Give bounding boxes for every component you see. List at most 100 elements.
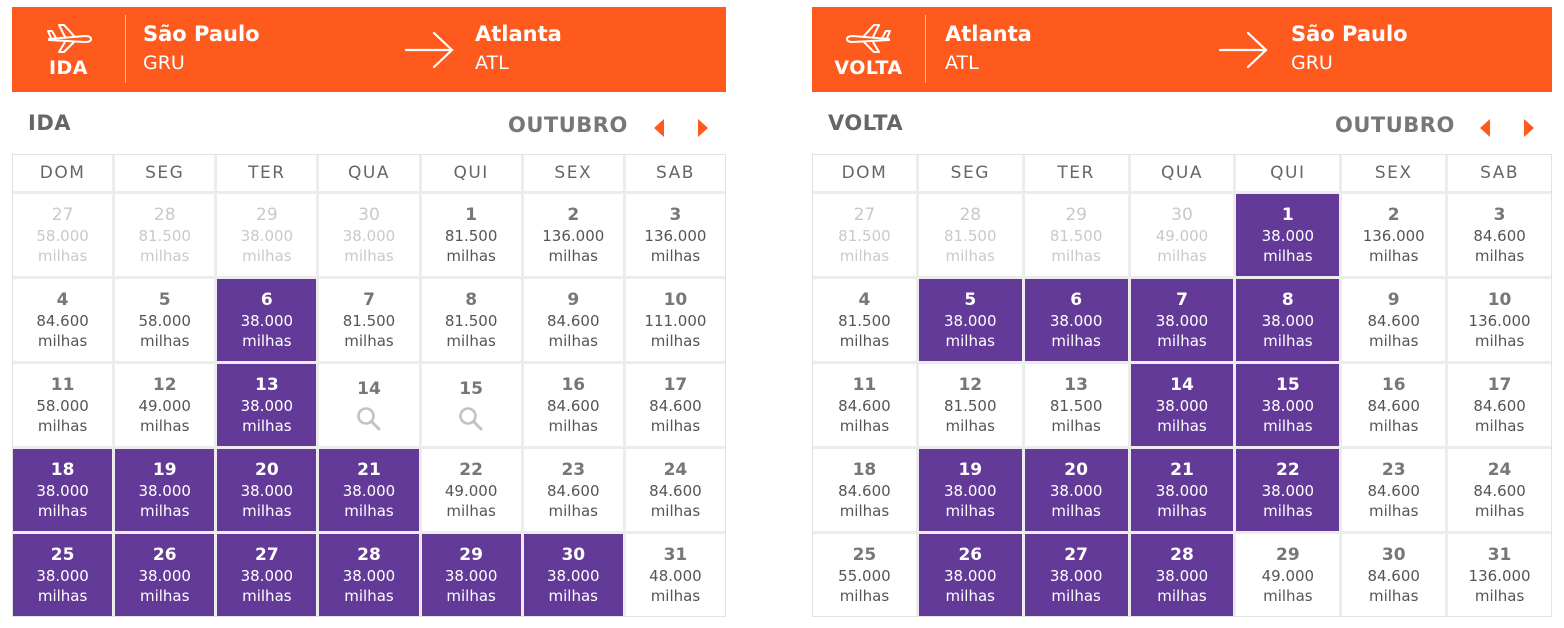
day-cell[interactable]: 17 84.600 milhas xyxy=(625,364,725,446)
weekday-header: SAB xyxy=(1448,155,1551,191)
day-cell: 29 81.500 milhas xyxy=(1024,194,1128,276)
day-cell[interactable]: 10 136.000 milhas xyxy=(1448,279,1551,361)
day-cell[interactable]: 25 55.000 milhas xyxy=(813,534,916,616)
day-cell[interactable]: 12 81.500 milhas xyxy=(918,364,1022,446)
day-number: 2 xyxy=(567,205,580,225)
day-cell[interactable]: 25 38.000 milhas xyxy=(13,534,113,616)
day-cell[interactable]: 11 58.000 milhas xyxy=(13,364,113,446)
chevron-right-icon[interactable] xyxy=(696,118,710,138)
day-cell[interactable]: 17 84.600 milhas xyxy=(1448,364,1551,446)
day-cell[interactable]: 20 38.000 milhas xyxy=(1024,449,1128,531)
search-icon[interactable] xyxy=(458,406,484,432)
day-cell[interactable]: 13 38.000 milhas xyxy=(217,364,317,446)
day-cell[interactable]: 5 58.000 milhas xyxy=(115,279,215,361)
day-cell[interactable]: 22 38.000 milhas xyxy=(1236,449,1340,531)
day-cell[interactable]: 27 38.000 milhas xyxy=(1024,534,1128,616)
day-cell[interactable]: 4 81.500 milhas xyxy=(813,279,916,361)
day-number: 18 xyxy=(50,460,75,480)
day-cell[interactable]: 15 38.000 milhas xyxy=(1236,364,1340,446)
day-cell[interactable]: 23 84.600 milhas xyxy=(523,449,623,531)
day-cell: 27 58.000 milhas xyxy=(13,194,113,276)
day-price: 38.000 xyxy=(1155,397,1209,415)
day-cell[interactable]: 2 136.000 milhas xyxy=(1342,194,1446,276)
day-cell[interactable]: 29 49.000 milhas xyxy=(1236,534,1340,616)
day-cell[interactable]: 9 84.600 milhas xyxy=(523,279,623,361)
day-cell[interactable]: 1 38.000 milhas xyxy=(1236,194,1340,276)
airplane-icon xyxy=(46,23,92,53)
price-unit: milhas xyxy=(1368,587,1419,605)
price-unit: milhas xyxy=(839,587,890,605)
day-cell[interactable]: 24 84.600 milhas xyxy=(1448,449,1551,531)
day-cell[interactable]: 28 38.000 milhas xyxy=(319,534,419,616)
day-cell[interactable]: 18 38.000 milhas xyxy=(13,449,113,531)
day-cell[interactable]: 29 38.000 milhas xyxy=(421,534,521,616)
day-cell[interactable]: 18 84.600 milhas xyxy=(813,449,916,531)
price-unit: milhas xyxy=(650,247,701,265)
day-price: 38.000 xyxy=(444,567,498,585)
day-cell[interactable]: 20 38.000 milhas xyxy=(217,449,317,531)
day-price: 38.000 xyxy=(342,567,396,585)
day-cell[interactable]: 7 38.000 milhas xyxy=(1130,279,1234,361)
price-unit: milhas xyxy=(1474,587,1525,605)
day-cell[interactable]: 10 111.000 milhas xyxy=(625,279,725,361)
day-cell[interactable]: 11 84.600 milhas xyxy=(813,364,916,446)
price-unit: milhas xyxy=(242,332,292,350)
day-cell[interactable]: 3 136.000 milhas xyxy=(625,194,725,276)
day-cell[interactable]: 27 38.000 milhas xyxy=(217,534,317,616)
chevron-left-icon[interactable] xyxy=(1478,118,1492,138)
day-cell[interactable]: 12 49.000 milhas xyxy=(115,364,215,446)
day-cell[interactable]: 3 84.600 milhas xyxy=(1448,194,1551,276)
day-cell[interactable]: 31 136.000 milhas xyxy=(1448,534,1551,616)
day-cell[interactable]: 30 84.600 milhas xyxy=(1342,534,1446,616)
day-cell[interactable]: 6 38.000 milhas xyxy=(1024,279,1128,361)
day-cell[interactable]: 23 84.600 milhas xyxy=(1342,449,1446,531)
day-cell[interactable]: 1 81.500 milhas xyxy=(421,194,521,276)
search-icon[interactable] xyxy=(356,406,382,432)
day-cell[interactable]: 26 38.000 milhas xyxy=(115,534,215,616)
day-cell[interactable]: 16 84.600 milhas xyxy=(523,364,623,446)
price-unit: milhas xyxy=(242,247,292,265)
day-price: 136.000 xyxy=(1362,227,1425,245)
day-cell[interactable]: 21 38.000 milhas xyxy=(319,449,419,531)
day-cell[interactable]: 14 xyxy=(319,364,419,446)
day-cell[interactable]: 14 38.000 milhas xyxy=(1130,364,1234,446)
chevron-left-icon[interactable] xyxy=(652,118,666,138)
calendar-title: IDA xyxy=(28,111,71,135)
destination-city: Atlanta xyxy=(475,22,562,46)
day-number: 5 xyxy=(158,290,171,310)
day-number: 8 xyxy=(1281,290,1294,310)
price-unit: milhas xyxy=(446,502,496,520)
origin: São Paulo GRU xyxy=(143,20,260,78)
day-cell[interactable]: 6 38.000 milhas xyxy=(217,279,317,361)
day-cell[interactable]: 8 81.500 milhas xyxy=(421,279,521,361)
day-cell[interactable]: 8 38.000 milhas xyxy=(1236,279,1340,361)
day-cell[interactable]: 22 49.000 milhas xyxy=(421,449,521,531)
day-cell[interactable]: 13 81.500 milhas xyxy=(1024,364,1128,446)
day-price: 38.000 xyxy=(1049,482,1103,500)
day-cell[interactable]: 2 136.000 milhas xyxy=(523,194,623,276)
day-cell[interactable]: 28 38.000 milhas xyxy=(1130,534,1234,616)
day-price: 38.000 xyxy=(1049,567,1103,585)
day-cell[interactable]: 31 48.000 milhas xyxy=(625,534,725,616)
day-cell[interactable]: 15 xyxy=(421,364,521,446)
day-price: 38.000 xyxy=(1155,312,1209,330)
day-cell[interactable]: 19 38.000 milhas xyxy=(115,449,215,531)
day-price: 111.000 xyxy=(644,312,707,330)
day-cell[interactable]: 26 38.000 milhas xyxy=(918,534,1022,616)
day-price: 136.000 xyxy=(1468,312,1531,330)
day-cell[interactable]: 4 84.600 milhas xyxy=(13,279,113,361)
day-cell[interactable]: 21 38.000 milhas xyxy=(1130,449,1234,531)
day-number: 3 xyxy=(669,205,682,225)
day-cell[interactable]: 7 81.500 milhas xyxy=(319,279,419,361)
price-unit: milhas xyxy=(37,247,88,265)
day-cell[interactable]: 9 84.600 milhas xyxy=(1342,279,1446,361)
day-price: 38.000 xyxy=(1261,397,1315,415)
price-unit: milhas xyxy=(37,417,88,435)
day-cell[interactable]: 16 84.600 milhas xyxy=(1342,364,1446,446)
day-cell[interactable]: 24 84.600 milhas xyxy=(625,449,725,531)
chevron-right-icon[interactable] xyxy=(1522,118,1536,138)
day-cell[interactable]: 5 38.000 milhas xyxy=(918,279,1022,361)
day-cell[interactable]: 19 38.000 milhas xyxy=(918,449,1022,531)
day-price: 38.000 xyxy=(240,227,294,245)
day-cell[interactable]: 30 38.000 milhas xyxy=(523,534,623,616)
